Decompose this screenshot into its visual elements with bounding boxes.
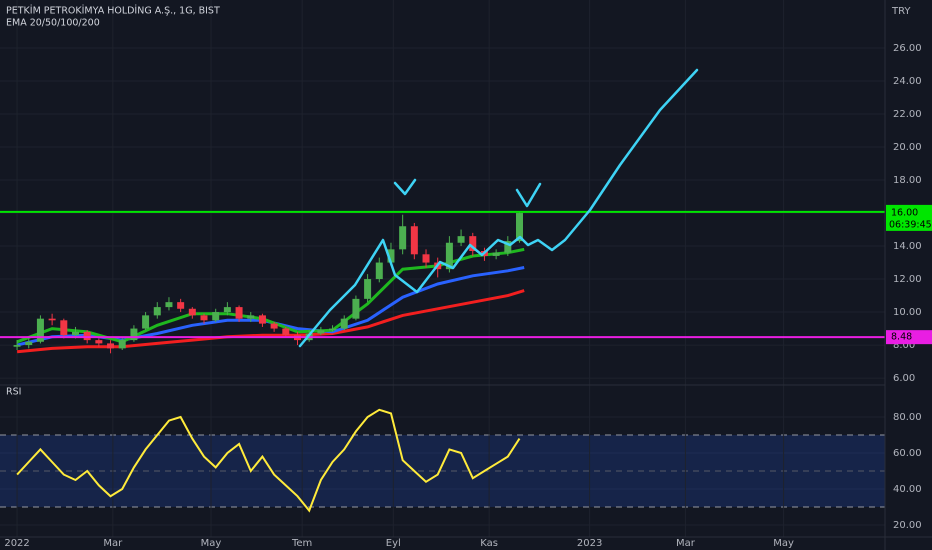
candle-body (83, 331, 91, 341)
y-tick-label: 20.00 (893, 520, 922, 531)
x-tick-label: Eyl (386, 538, 401, 549)
x-tick-label: Tem (291, 538, 312, 549)
y-tick-label: 26.00 (893, 43, 922, 54)
y-tick-label: 40.00 (893, 484, 922, 495)
candle-body (258, 315, 266, 324)
candle-body (410, 226, 418, 255)
x-tick-label: 2023 (577, 538, 602, 549)
candle-body (188, 308, 196, 316)
y-tick-label: 18.00 (893, 175, 922, 186)
candle-body (95, 340, 103, 344)
candle-body (107, 343, 115, 349)
candle-body (177, 302, 185, 309)
drawing (298, 68, 699, 348)
candle-body (36, 318, 44, 342)
candle-body (375, 262, 383, 280)
candle-body (247, 315, 255, 319)
y-tick-label: 10.00 (893, 307, 922, 318)
y-tick-label: 8.00 (893, 340, 915, 351)
rsi-line (16, 408, 521, 513)
candle-body (282, 328, 290, 336)
y-tick-label: 80.00 (893, 412, 922, 423)
candle-body (352, 298, 360, 319)
chart-title: PETKİM PETROKİMYA HOLDİNG A.Ş., 1G, BIST (6, 6, 220, 17)
forecast-path (298, 68, 699, 348)
candle-body (165, 302, 173, 308)
y-tick-label: 24.00 (893, 76, 922, 87)
price-tag (886, 330, 932, 345)
candle-body (130, 328, 138, 341)
axis-layer: 6.00 8.00 10.00 12.00 14.00 16.00 18.00 20.00 22… (4, 43, 932, 549)
y-tick-label: 60.00 (893, 448, 922, 459)
indicator-label: EMA 20/50/100/200 (6, 18, 100, 29)
candle-body (340, 318, 348, 329)
candle-body (317, 330, 325, 334)
y-tick-label: 22.00 (893, 109, 922, 120)
candle-body (223, 307, 231, 313)
price-tag-label: 16.00 (891, 208, 918, 219)
candle-body (364, 279, 372, 299)
candle-body (504, 241, 512, 253)
check-mark (393, 178, 417, 196)
y-tick-label: 6.00 (893, 373, 915, 384)
candle-body (457, 236, 465, 243)
ema-line (16, 289, 525, 354)
candle-body (118, 340, 126, 349)
candle-body (48, 318, 56, 321)
currency: TRY (891, 6, 911, 17)
candle-body (516, 213, 524, 242)
candle-body (445, 242, 453, 270)
marks-layer (0, 210, 885, 513)
x-tick-label: 2022 (4, 538, 29, 549)
candle-body (153, 307, 161, 316)
x-tick-label: May (201, 538, 222, 549)
candle-body (25, 341, 33, 346)
candle-body (60, 320, 68, 336)
candle-body (492, 252, 500, 256)
candle-body (270, 323, 278, 329)
y-tick-label: 20.00 (893, 142, 922, 153)
rsi-label: RSI (6, 387, 21, 398)
countdown: 06:39:45 (889, 219, 932, 230)
x-tick-label: Kas (480, 538, 498, 549)
candle-body (235, 307, 243, 319)
candle-body (142, 315, 150, 329)
check-mark (515, 182, 542, 208)
x-tick-label: May (773, 538, 794, 549)
candle-body (212, 312, 220, 321)
price-tag-label: 8.48 (891, 332, 912, 343)
y-tick-label: 14.00 (893, 241, 922, 252)
candle-body (387, 249, 395, 263)
candle-body (13, 345, 21, 347)
countdown-tag (886, 218, 932, 231)
candle-body (422, 254, 430, 263)
price-tag (886, 207, 932, 221)
candle-body (329, 328, 337, 331)
candle-body (469, 236, 477, 252)
x-tick-label: Mar (103, 538, 123, 549)
candle-body (71, 331, 79, 336)
candle-body (399, 226, 407, 250)
y-tick-label: 12.00 (893, 274, 922, 285)
candle-body (200, 315, 208, 321)
x-tick-label: Mar (676, 538, 696, 549)
